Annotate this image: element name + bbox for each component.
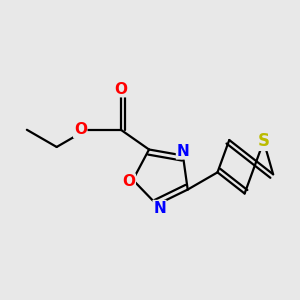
Text: N: N <box>153 201 166 216</box>
Text: S: S <box>258 132 270 150</box>
Text: O: O <box>122 174 135 189</box>
Text: N: N <box>176 144 189 159</box>
Text: O: O <box>114 82 128 97</box>
Text: O: O <box>74 122 87 137</box>
